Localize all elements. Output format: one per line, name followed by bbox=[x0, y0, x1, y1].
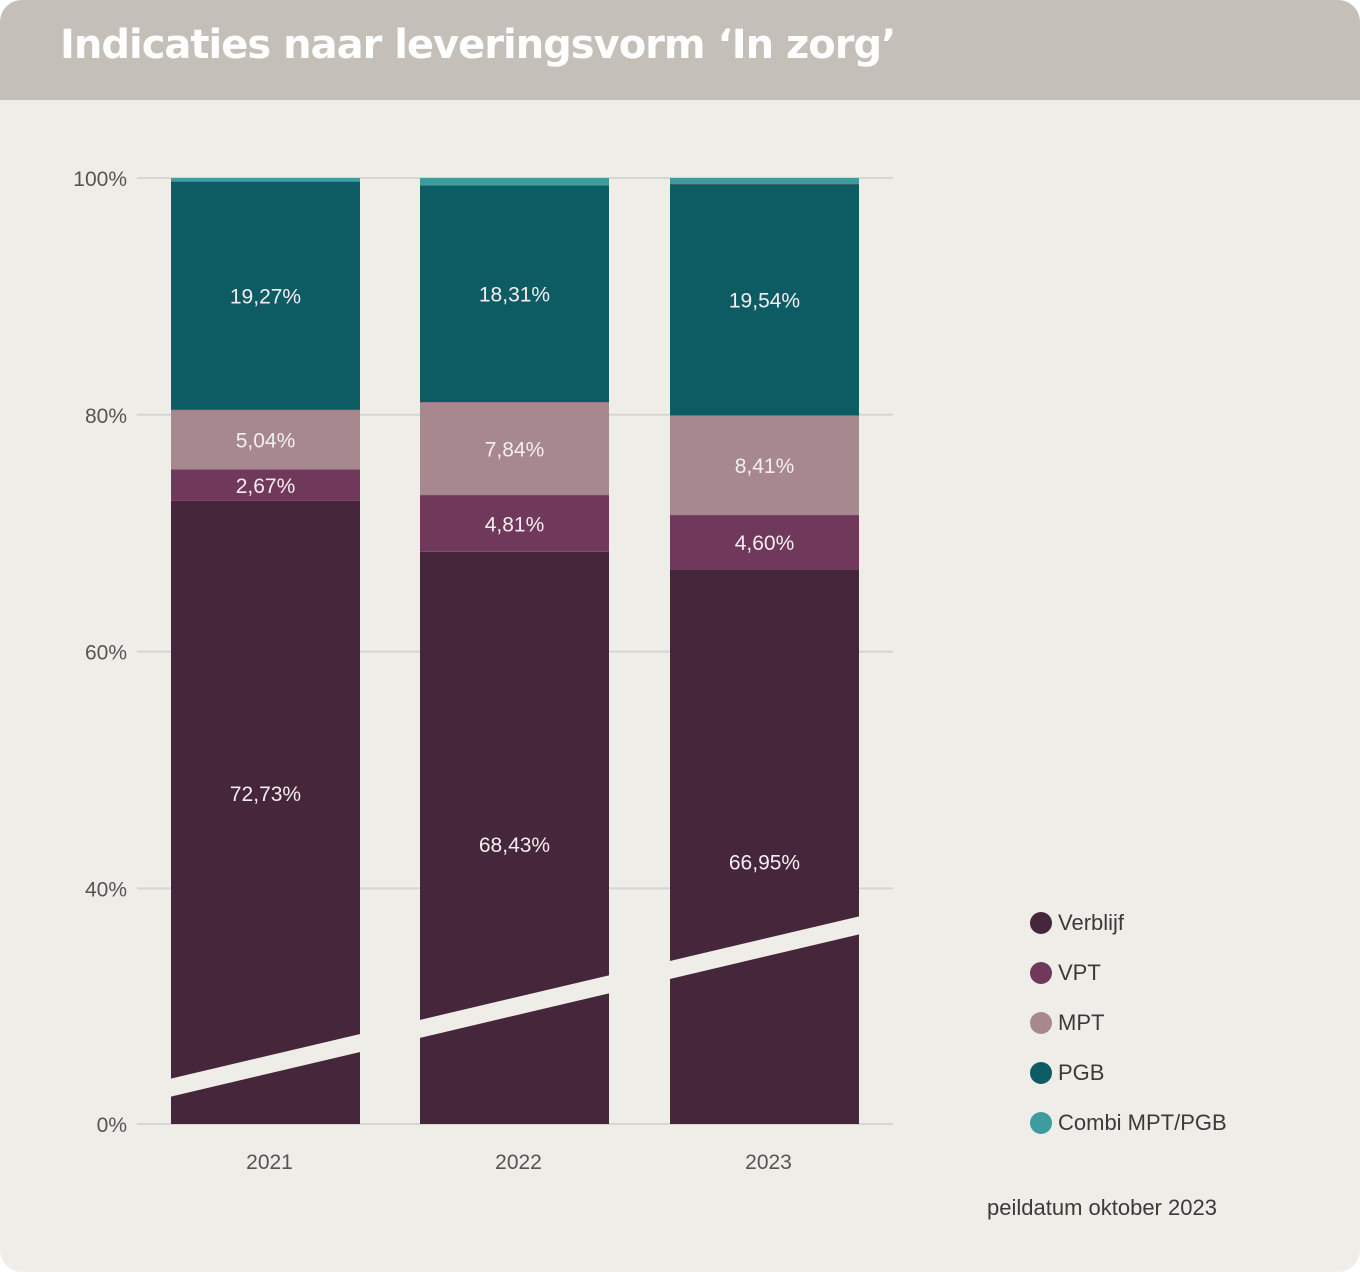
x-tick-label: 2021 bbox=[246, 1151, 293, 1174]
bar-segment-pgb bbox=[670, 183, 859, 416]
footnote: peildatum oktober 2023 bbox=[987, 1195, 1217, 1220]
y-tick-label: 80% bbox=[85, 405, 127, 428]
legend-marker bbox=[1030, 1062, 1052, 1084]
chart-title: Indicaties naar leveringsvorm ‘In zorg’ bbox=[60, 22, 896, 68]
legend-marker bbox=[1030, 912, 1052, 934]
y-tick-label: 0% bbox=[97, 1114, 127, 1137]
bar-segment-combi-mpt-pgb bbox=[670, 178, 859, 184]
data-label: 8,41% bbox=[735, 455, 795, 478]
data-label: 5,04% bbox=[236, 429, 296, 452]
legend-label: PGB bbox=[1058, 1060, 1105, 1085]
axis-break-band bbox=[165, 915, 865, 1098]
data-label: 2,67% bbox=[236, 475, 296, 498]
bars bbox=[171, 178, 859, 1124]
data-label: 68,43% bbox=[479, 834, 550, 857]
data-label: 72,73% bbox=[230, 783, 301, 806]
x-tick-label: 2023 bbox=[745, 1151, 792, 1174]
title-bar: Indicaties naar leveringsvorm ‘In zorg’ bbox=[0, 0, 1360, 100]
legend-item: MPT bbox=[1030, 998, 1330, 1048]
bar-segment-pgb bbox=[420, 185, 609, 403]
legend-label: Combi MPT/PGB bbox=[1058, 1110, 1227, 1135]
legend-item: Combi MPT/PGB bbox=[1030, 1098, 1330, 1148]
x-tick-label: 2022 bbox=[495, 1151, 542, 1174]
data-label: 4,60% bbox=[735, 532, 795, 555]
legend-marker bbox=[1030, 1012, 1052, 1034]
legend-item: VPT bbox=[1030, 948, 1330, 998]
y-tick-label: 100% bbox=[73, 168, 127, 191]
data-label: 7,84% bbox=[485, 438, 545, 461]
legend: Verblijf VPT MPT PGB Combi MPT/PGB bbox=[1030, 898, 1330, 1148]
bar-segment-mpt bbox=[420, 402, 609, 495]
legend-label: MPT bbox=[1058, 1010, 1105, 1035]
bar-segment-vpt bbox=[670, 514, 859, 570]
bar-segment-vpt bbox=[171, 469, 360, 501]
legend-item: Verblijf bbox=[1030, 898, 1330, 948]
data-label: 18,31% bbox=[479, 284, 550, 307]
bar-segment-pgb bbox=[171, 181, 360, 410]
data-label: 19,27% bbox=[230, 286, 301, 309]
y-tick-label: 60% bbox=[85, 642, 127, 665]
legend-marker bbox=[1030, 1112, 1052, 1134]
bar-segment-combi-mpt-pgb bbox=[420, 178, 609, 186]
bar-segment-mpt bbox=[171, 409, 360, 470]
data-label: 4,81% bbox=[485, 513, 545, 536]
legend-label: VPT bbox=[1058, 960, 1101, 985]
legend-item: PGB bbox=[1030, 1048, 1330, 1098]
data-label: 19,54% bbox=[729, 290, 800, 313]
data-label: 66,95% bbox=[729, 851, 800, 874]
legend-label: Verblijf bbox=[1058, 910, 1125, 935]
legend-marker bbox=[1030, 962, 1052, 984]
y-tick-label: 40% bbox=[85, 878, 127, 901]
bar-segment-vpt bbox=[420, 494, 609, 552]
bar-segment-mpt bbox=[670, 415, 859, 515]
bar-segment-verblijf bbox=[670, 569, 859, 1124]
bar-segment-combi-mpt-pgb bbox=[171, 178, 360, 182]
bar-segment-verblijf bbox=[171, 500, 360, 1124]
